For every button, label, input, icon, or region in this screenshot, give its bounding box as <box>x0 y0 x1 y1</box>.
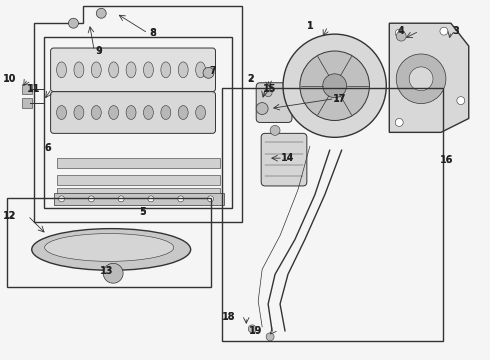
Text: 10: 10 <box>3 74 17 84</box>
Circle shape <box>396 54 446 104</box>
Bar <box>7 198 211 287</box>
Ellipse shape <box>144 105 153 120</box>
Text: 5: 5 <box>140 207 147 217</box>
Bar <box>22 98 32 108</box>
Bar <box>56 175 220 185</box>
Ellipse shape <box>74 105 84 120</box>
Text: 15: 15 <box>263 84 277 94</box>
Ellipse shape <box>56 105 67 120</box>
Text: 18: 18 <box>222 312 234 321</box>
Text: 12: 12 <box>3 211 17 221</box>
Text: 2: 2 <box>247 74 254 84</box>
Text: 2: 2 <box>247 74 253 83</box>
Circle shape <box>203 67 214 78</box>
Circle shape <box>323 74 346 98</box>
Circle shape <box>97 8 106 18</box>
Ellipse shape <box>91 62 101 78</box>
Circle shape <box>283 34 386 137</box>
Ellipse shape <box>161 62 171 78</box>
Bar <box>222 88 443 341</box>
Ellipse shape <box>126 105 136 120</box>
Text: 6: 6 <box>45 144 50 153</box>
Text: 6: 6 <box>44 143 51 153</box>
Text: 7: 7 <box>209 66 216 76</box>
Ellipse shape <box>161 105 171 120</box>
Text: 9: 9 <box>97 46 102 55</box>
Text: 13: 13 <box>99 266 113 276</box>
Text: 3: 3 <box>452 26 459 36</box>
FancyBboxPatch shape <box>50 92 216 133</box>
Text: 17: 17 <box>333 94 346 104</box>
Circle shape <box>300 51 369 121</box>
Ellipse shape <box>196 62 205 78</box>
Circle shape <box>395 29 403 37</box>
Ellipse shape <box>32 229 191 270</box>
Polygon shape <box>389 23 469 132</box>
Bar <box>56 158 220 168</box>
Circle shape <box>440 27 448 35</box>
Text: 16: 16 <box>441 156 453 165</box>
Circle shape <box>266 333 274 341</box>
Text: 5: 5 <box>140 207 146 216</box>
Circle shape <box>178 196 184 202</box>
Text: 10: 10 <box>4 74 16 83</box>
Text: 1: 1 <box>306 21 313 31</box>
Ellipse shape <box>45 234 174 261</box>
Ellipse shape <box>178 62 188 78</box>
Circle shape <box>270 125 280 135</box>
Text: 7: 7 <box>210 66 216 75</box>
Text: 4: 4 <box>398 26 405 36</box>
Text: 12: 12 <box>4 211 16 220</box>
Circle shape <box>395 118 403 126</box>
Circle shape <box>396 31 406 41</box>
Ellipse shape <box>91 105 101 120</box>
Text: 13: 13 <box>100 267 112 276</box>
Ellipse shape <box>144 62 153 78</box>
Text: 11: 11 <box>27 84 41 94</box>
Text: 18: 18 <box>221 312 235 322</box>
Text: 3: 3 <box>453 27 459 36</box>
Ellipse shape <box>74 62 84 78</box>
Circle shape <box>409 67 433 91</box>
Circle shape <box>208 196 214 202</box>
Ellipse shape <box>196 105 205 120</box>
Circle shape <box>264 89 272 96</box>
Text: 1: 1 <box>307 22 313 31</box>
Circle shape <box>103 264 123 283</box>
Bar <box>56 188 220 198</box>
Circle shape <box>118 196 124 202</box>
Text: 15: 15 <box>265 84 276 93</box>
Text: 8: 8 <box>150 29 156 38</box>
Ellipse shape <box>109 62 119 78</box>
Circle shape <box>457 96 465 105</box>
Text: 16: 16 <box>440 155 454 165</box>
Text: 19: 19 <box>248 326 262 336</box>
Circle shape <box>58 196 65 202</box>
Circle shape <box>69 18 78 28</box>
Text: 8: 8 <box>149 28 156 38</box>
Text: 19: 19 <box>249 326 261 335</box>
Text: 14: 14 <box>282 154 294 163</box>
Text: 9: 9 <box>96 46 102 56</box>
Circle shape <box>248 325 256 333</box>
Ellipse shape <box>126 62 136 78</box>
Ellipse shape <box>178 105 188 120</box>
FancyBboxPatch shape <box>50 48 216 92</box>
FancyBboxPatch shape <box>261 133 307 186</box>
Ellipse shape <box>56 62 67 78</box>
Circle shape <box>256 103 268 114</box>
Text: 14: 14 <box>281 153 294 163</box>
Circle shape <box>148 196 154 202</box>
Bar <box>22 84 32 94</box>
Circle shape <box>88 196 94 202</box>
Text: 4: 4 <box>398 27 404 36</box>
FancyBboxPatch shape <box>256 83 292 122</box>
Ellipse shape <box>109 105 119 120</box>
Text: 11: 11 <box>28 84 40 93</box>
Bar <box>44 37 232 208</box>
Bar <box>53 193 224 205</box>
Text: 17: 17 <box>334 94 345 103</box>
